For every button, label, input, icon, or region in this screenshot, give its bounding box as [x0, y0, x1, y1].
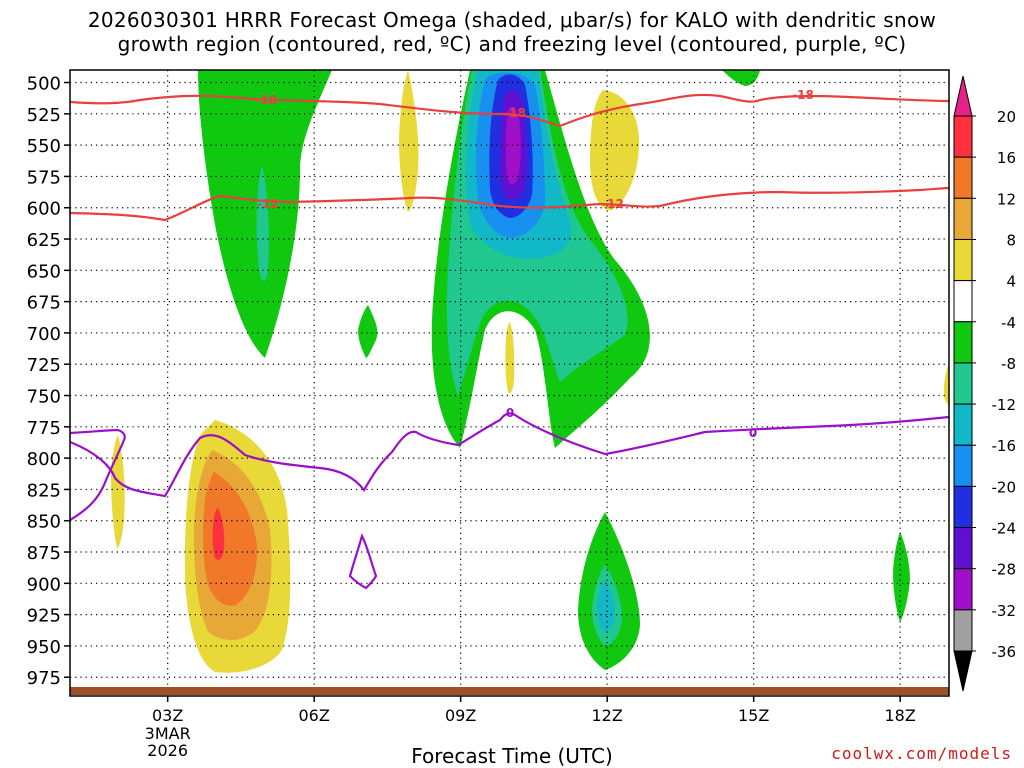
colorbar-label-20: 20: [997, 108, 1016, 126]
contour-zero-upper: [70, 428, 126, 521]
omega-colorbar: 20 16 12 8 4 -4 -8 -12 -16 -20 -24 -28 -32 -36: [953, 75, 1017, 692]
y-tick-label-750: 750: [27, 387, 61, 408]
colorbar-band--28-to--24: [953, 527, 973, 570]
y-tick-label-575: 575: [27, 167, 61, 188]
y-tick-label-500: 500: [27, 74, 61, 95]
y-tick-label-950: 950: [27, 637, 61, 658]
dotted-gridlines: [70, 70, 949, 696]
omega-yellow-streak-675: [505, 322, 515, 394]
contour-zero-main: [70, 412, 949, 498]
y-tick-label-550: 550: [27, 136, 61, 157]
contour-minus-18: [70, 93, 949, 128]
colorbar-band-4-to-8: [953, 238, 973, 282]
colorbar-band--12-to--8: [953, 362, 973, 405]
y-tick-label-800: 800: [27, 449, 61, 470]
x-tick-label-06Z: 06Z: [299, 706, 330, 725]
colorbar-band--24-to--20: [953, 485, 973, 529]
colorbar-band-8-to-12: [953, 197, 973, 240]
colorbar-label--36: -36: [992, 643, 1017, 661]
omega-magenta-core: [505, 106, 521, 185]
contour-label-zero-a: 0: [506, 406, 514, 420]
y-tick-label-675: 675: [27, 293, 61, 314]
y-tick-label-825: 825: [27, 480, 61, 501]
colorbar-label--16: -16: [992, 437, 1017, 455]
y-tick-label-600: 600: [27, 199, 61, 220]
y-tick-label-850: 850: [27, 512, 61, 533]
colorbar-band--4-to-4: [953, 280, 973, 323]
colorbar-label-8: 8: [1006, 231, 1016, 249]
colorbar-band-16-to-20: [953, 115, 973, 158]
colorbar-label--24: -24: [992, 520, 1017, 538]
colorbar-label-16: 16: [997, 149, 1016, 167]
y-tick-label-775: 775: [27, 418, 61, 439]
x-tick-label-18Z: 18Z: [885, 706, 916, 725]
colorbar-bottom-arrow: [953, 650, 973, 692]
shaded-omega-field: [111, 70, 949, 673]
x-axis-label: Forecast Time (UTC): [411, 744, 613, 768]
colorbar-band--36-to--32: [953, 609, 973, 652]
y-tick-label-925: 925: [27, 606, 61, 627]
colorbar-label--20: -20: [992, 478, 1017, 496]
y-tick-label-875: 875: [27, 543, 61, 564]
y-tick-label-900: 900: [27, 574, 61, 595]
colorbar-label--4: -4: [1001, 314, 1016, 332]
y-tick-label-725: 725: [27, 355, 61, 376]
x-tick-label-09Z: 09Z: [445, 706, 476, 725]
colorbar-band-12-to-16: [953, 156, 973, 199]
surface-terrain-strip: [70, 687, 949, 695]
contour-labels: -18 -18 -18 -12 -12 0 0: [255, 88, 814, 440]
colorbar-band--32-to--28: [953, 568, 973, 611]
colorbar-label-12: 12: [997, 190, 1016, 208]
colorbar-label-4: 4: [1006, 273, 1016, 291]
contour-label-minus-18-c: -18: [792, 88, 814, 102]
omega-yellow-blob-12z: [590, 90, 640, 211]
y-tick-label-975: 975: [27, 668, 61, 689]
contour-zero-loop: [348, 532, 378, 590]
colorbar-band--16-to--12: [953, 403, 973, 446]
omega-green-top-right: [722, 70, 760, 86]
chart-title-line-2: growth region (contoured, red, ºC) and f…: [117, 32, 907, 56]
x-tick-label-12Z: 12Z: [592, 706, 623, 725]
x-tick-sublabel-2026: 2026: [147, 741, 188, 760]
colorbar-top-arrow: [953, 75, 973, 117]
colorbar-label--8: -8: [1001, 355, 1016, 373]
omega-orange-lower-left: [203, 472, 258, 606]
contour-label-minus-12-a: -12: [257, 197, 279, 211]
y-tick-label-650: 650: [27, 261, 61, 282]
colorbar-band--20-to--16: [953, 444, 973, 487]
omega-green-lower-right: [893, 532, 910, 622]
y-tick-label-700: 700: [27, 324, 61, 345]
omega-teal-left-streak: [256, 165, 269, 282]
y-axis-pressure: 500 525 550 575 600 625 650 675 700 725 750 775 800 8…: [27, 74, 70, 689]
site-credit: coolwx.com/models: [831, 744, 1012, 763]
y-tick-label-525: 525: [27, 105, 61, 126]
chart-title-line-1: 2026030301 HRRR Forecast Omega (shaded, …: [87, 8, 937, 32]
omega-green-small-cell-680: [358, 305, 378, 358]
contour-lines: [70, 93, 949, 590]
omega-cyan-lower-center: [597, 580, 616, 633]
contour-label-minus-18-b: -18: [504, 106, 526, 120]
plot-frame: [69, 69, 950, 697]
colorbar-label--32: -32: [992, 602, 1017, 620]
contour-label-minus-18-a: -18: [255, 93, 277, 107]
colorbar-label--28: -28: [992, 561, 1017, 579]
colorbar-label--12: -12: [992, 396, 1017, 414]
contour-minus-12: [70, 186, 949, 222]
omega-yellow-edge-right: [943, 362, 949, 406]
contour-label-minus-12-b: -12: [602, 197, 624, 211]
x-tick-label-15Z: 15Z: [738, 706, 769, 725]
contour-label-zero-b: 0: [749, 426, 757, 440]
omega-yellow-streak-525: [399, 70, 419, 212]
x-tick-sublabel-3MAR: 3MAR: [145, 724, 191, 743]
colorbar-band--8-to--4: [953, 321, 973, 364]
y-tick-label-625: 625: [27, 230, 61, 251]
x-tick-label-03Z: 03Z: [152, 706, 183, 725]
